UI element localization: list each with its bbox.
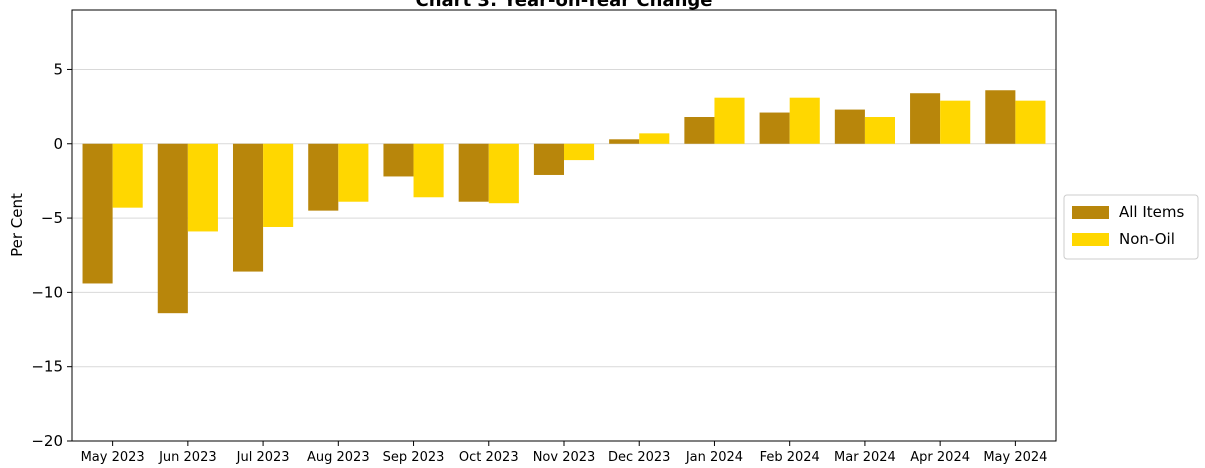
x-tick-label: Sep 2023 — [383, 450, 445, 465]
x-tick-label: Dec 2023 — [608, 450, 670, 465]
plot-frame — [71, 9, 1057, 442]
x-tick-label: May 2023 — [81, 450, 145, 465]
bar — [864, 117, 896, 144]
bar — [834, 109, 865, 144]
bar — [112, 143, 143, 208]
x-tick-label: Oct 2023 — [459, 450, 519, 465]
legend-swatch — [1072, 206, 1109, 219]
bar — [789, 97, 820, 144]
bar — [759, 112, 790, 144]
bar — [187, 143, 218, 232]
x-tick-label: Jan 2024 — [685, 450, 743, 465]
bar — [639, 133, 670, 144]
bar — [458, 143, 489, 202]
y-tick-label: −20 — [31, 432, 63, 450]
bar — [157, 143, 188, 314]
legend-label: All Items — [1119, 203, 1185, 221]
bar — [910, 93, 941, 144]
y-axis-label: Per Cent — [8, 193, 26, 257]
bar — [338, 143, 369, 202]
y-tick-label: −15 — [31, 358, 63, 376]
bar — [985, 90, 1016, 144]
bar — [308, 143, 339, 211]
bar — [82, 143, 113, 284]
bar — [940, 100, 971, 144]
bar — [533, 143, 564, 175]
x-tick-label: Mar 2024 — [834, 450, 896, 465]
chart-title: Chart 3: Year-on-Year Change — [416, 0, 713, 11]
legend-label: Non-Oil — [1119, 230, 1175, 248]
bar — [714, 97, 745, 144]
x-tick-label: May 2024 — [983, 450, 1047, 465]
x-tick-label: Nov 2023 — [533, 450, 596, 465]
x-tick-label: Jun 2023 — [158, 450, 217, 465]
bar — [232, 143, 264, 272]
y-tick-label: 0 — [53, 135, 63, 153]
y-tick-label: −10 — [31, 283, 63, 301]
bar — [609, 139, 640, 144]
x-tick-label: Aug 2023 — [307, 450, 370, 465]
bar — [564, 143, 595, 161]
bar — [488, 143, 519, 204]
x-tick-label: Feb 2024 — [760, 450, 820, 465]
bar — [383, 143, 414, 177]
x-tick-label: Jul 2023 — [236, 450, 290, 465]
bar — [263, 143, 294, 227]
bar — [684, 117, 715, 144]
bar — [1015, 100, 1046, 144]
x-tick-label: Apr 2024 — [910, 450, 970, 465]
y-tick-label: 5 — [53, 60, 63, 78]
legend-swatch — [1072, 233, 1109, 246]
bar — [413, 143, 444, 198]
y-tick-label: −5 — [41, 209, 63, 227]
